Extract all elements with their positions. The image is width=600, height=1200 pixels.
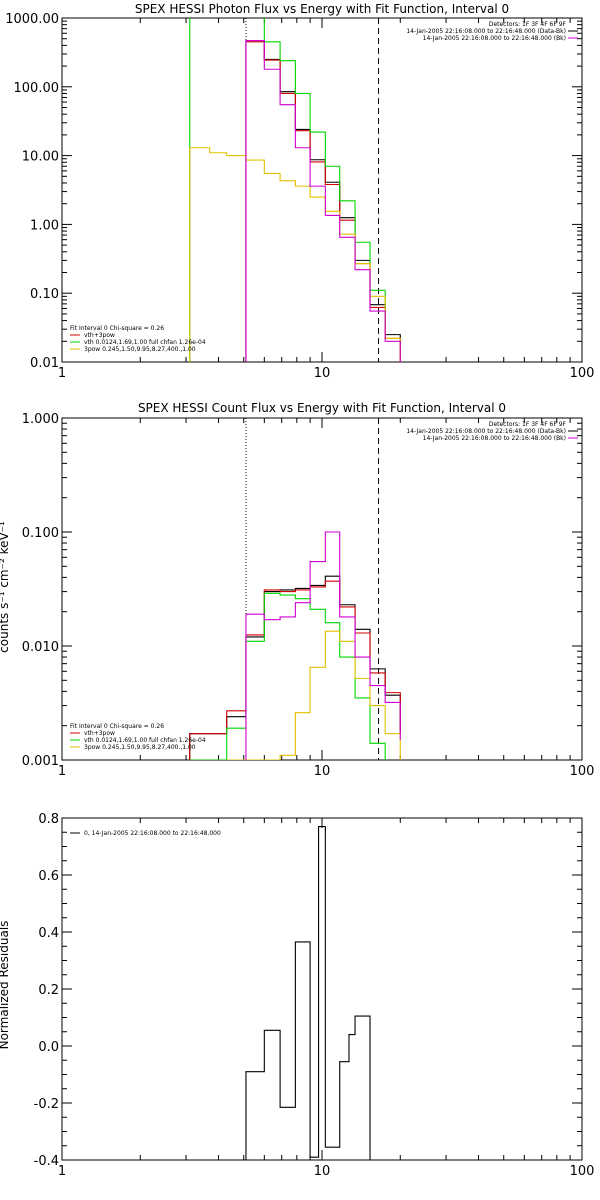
y-tick-label: 0.2 [38,983,59,998]
header-line: 14-Jan-2005 22:16:08.000 to 22:16:48.000… [406,428,566,435]
y-tick-label: -0.2 [34,1097,59,1112]
x-tick-label: 10 [314,366,331,381]
y-tick-label: 0.10 [30,287,59,302]
photon-flux-panel: SPEX HESSI Photon Flux vs Energy with Fi… [5,2,594,381]
series-step-line [245,40,401,362]
y-tick-label: 0.100 [22,526,59,541]
plot-frame [61,817,583,1161]
count-flux-y-label: counts s⁻¹ cm⁻² keV⁻¹ [0,521,11,653]
legend-label: vth+3pow [84,332,115,339]
series-step-line [226,630,401,760]
x-tick-label: 100 [570,1164,595,1179]
y-tick-label: 1.000 [22,412,59,427]
series-step-line [245,826,386,1160]
series-step-line [245,531,401,760]
y-tick-label: 0.6 [38,869,59,884]
photon-flux-title: SPEX HESSI Photon Flux vs Energy with Fi… [135,2,509,16]
legend-label: vth+3pow [84,730,115,737]
legend-label: vth 0.0124,1.69,1.00 full chfan 1.26e-04 [84,339,206,346]
series-step-line [189,18,386,362]
header-line: Detectors: 1F 3F 4F 6F 9F [489,421,567,428]
residuals-y-label: Normalized Residuals [0,921,11,1050]
count-flux-panel: SPEX HESSI Count Flux vs Energy with Fit… [0,401,594,779]
y-tick-label: 0.0 [38,1040,59,1055]
y-tick-label: 0.8 [38,812,59,827]
series-step-line [189,592,386,760]
residuals-panel: Normalized Residuals 1 10 100 0.8 0.6 0.4 0.2 0… [0,812,594,1179]
x-tick-label: 100 [570,764,595,779]
count-flux-title: SPEX HESSI Count Flux vs Energy with Fit… [138,401,506,415]
legend-label: Fit Interval 0 Chi-square = 0.26 [70,723,164,730]
header-line: Detectors: 1F 3F 4F 6F 9F [489,21,567,28]
x-tick-label: 1 [58,764,66,779]
header-line: 14-Jan-2005 22:16:08.000 to 22:16:48.000… [423,35,566,42]
series-step-line [189,147,401,362]
header-line: 14-Jan-2005 22:16:08.000 to 22:16:48.000… [406,28,566,35]
legend-label: vth 0.0124,1.69,1.00 full chfan 1.26e-04 [84,737,206,744]
x-tick-label: 10 [314,1164,331,1179]
y-tick-label: 100.00 [14,81,60,96]
x-tick-label: 10 [314,764,331,779]
series-step-line [245,41,401,362]
legend-label: 3pow 0.245,1.50,9.95,8.27,400.,1.00 [84,346,196,353]
x-tick-label: 1 [58,366,66,381]
plot-frame [61,17,583,363]
series-step-line [245,40,401,362]
y-tick-label: 10.00 [22,150,59,165]
y-tick-label: 0.01 [30,356,59,371]
y-tick-label: 0.4 [38,926,59,941]
plot-frame [61,417,583,761]
y-tick-label: 1.00 [30,218,59,233]
legend-label: 3pow 0.245,1.50,9.95,8.27,400.,1.00 [84,744,196,751]
y-tick-label: -0.4 [34,1154,59,1169]
x-tick-label: 1 [58,1164,66,1179]
y-tick-label: 0.001 [22,754,59,769]
x-tick-label: 100 [570,366,595,381]
legend-label: Fit Interval 0 Chi-square = 0.26 [70,325,164,332]
y-tick-label: 1000.00 [5,12,59,27]
y-tick-label: 0.010 [22,640,59,655]
header-line: 14-Jan-2005 22:16:08.000 to 22:16:48.000… [423,435,566,442]
legend-label: 0, 14-Jan-2005 22:16:08.000 to 22:16:48.… [84,830,221,837]
